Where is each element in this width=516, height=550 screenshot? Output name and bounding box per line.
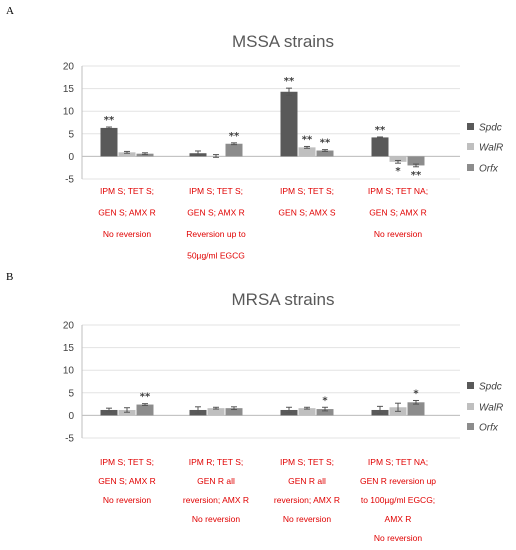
significance-marker: *	[413, 388, 419, 399]
legend-swatch	[467, 164, 474, 171]
bar-walr	[298, 408, 316, 416]
significance-marker: *	[395, 166, 401, 177]
y-tick-label: 10	[63, 366, 75, 377]
category-label: No reversion	[192, 514, 240, 524]
category-label: AMX R	[385, 514, 412, 524]
bar-spdc	[371, 137, 389, 157]
category-label: GEN S; AMX R	[98, 208, 156, 218]
y-tick-label: 5	[68, 388, 74, 399]
significance-marker: **	[302, 134, 313, 145]
category-label: GEN S; AMX R	[98, 476, 156, 486]
legend-label: Orfx	[479, 423, 499, 434]
legend-swatch	[467, 382, 474, 389]
y-tick-label: 0	[68, 411, 74, 422]
bar-orfx	[136, 404, 154, 416]
category-label: 50µg/ml EGCG	[187, 251, 245, 261]
category-label: GEN R all	[288, 476, 326, 486]
legend-swatch	[467, 423, 474, 430]
significance-marker: **	[411, 170, 422, 181]
bar-orfx	[407, 402, 425, 416]
chart-title: MRSA strains	[232, 290, 335, 309]
category-label: IPM S; TET NA;	[368, 457, 428, 467]
category-label: GEN S; AMX S	[278, 208, 335, 218]
significance-marker: **	[140, 392, 151, 403]
category-label: No reversion	[103, 229, 151, 239]
bar-orfx	[407, 156, 425, 166]
bar-walr	[389, 156, 407, 162]
category-label: No reversion	[374, 229, 422, 239]
category-label: Reversion up to	[186, 229, 246, 239]
y-tick-label: 0	[68, 152, 74, 163]
category-label: IPM R; TET S;	[189, 457, 243, 467]
category-label: IPM S; TET NA;	[368, 186, 428, 196]
legend-label: Spdc	[479, 123, 502, 134]
category-label: GEN S; AMX R	[369, 208, 427, 218]
category-label: IPM S; TET S;	[280, 457, 334, 467]
bar-walr	[118, 152, 136, 157]
y-tick-label: 5	[68, 129, 74, 140]
panel-a: A MSSA strains -5 0 5 10 15 20 ** IPM S; TET S; GE…	[6, 5, 503, 261]
legend-swatch	[467, 403, 474, 410]
significance-marker: **	[104, 115, 115, 126]
significance-marker: **	[320, 138, 331, 149]
bar-spdc	[100, 127, 118, 157]
category-label: GEN S; AMX R	[187, 208, 245, 218]
category-label: reversion; AMX R	[183, 495, 249, 505]
y-tick-label: 10	[63, 107, 75, 118]
category-label: to 100µg/ml EGCG;	[361, 495, 435, 505]
bar-orfx	[316, 150, 334, 157]
legend-label: WalR	[479, 403, 503, 414]
category-label: IPM S; TET S;	[280, 186, 334, 196]
legend-label: WalR	[479, 143, 503, 154]
bar-orfx	[225, 143, 243, 157]
significance-marker: **	[375, 125, 386, 136]
category-label: No reversion	[374, 533, 422, 543]
bar-orfx	[225, 408, 243, 416]
bar-walr	[298, 147, 316, 157]
y-tick-label: 15	[63, 343, 75, 354]
y-tick-label: -5	[65, 434, 74, 445]
category-label: IPM S; TET S;	[100, 457, 154, 467]
bar-spdc	[100, 409, 118, 416]
category-label: reversion; AMX R	[274, 495, 340, 505]
category-label: No reversion	[103, 495, 151, 505]
y-tick-label: 15	[63, 84, 75, 95]
category-label: IPM S; TET S;	[100, 186, 154, 196]
category-label: GEN R all	[197, 476, 235, 486]
significance-marker: *	[322, 395, 328, 406]
y-tick-label: 20	[63, 321, 75, 332]
panel-letter: A	[6, 5, 14, 17]
legend-swatch	[467, 143, 474, 150]
category-label: IPM S; TET S;	[189, 186, 243, 196]
legend-label: Orfx	[479, 164, 499, 175]
chart-title: MSSA strains	[232, 32, 334, 51]
bar-spdc	[280, 91, 298, 157]
y-tick-label: -5	[65, 175, 74, 186]
legend-label: Spdc	[479, 382, 502, 393]
significance-marker: **	[229, 131, 240, 142]
significance-marker: **	[284, 76, 295, 87]
y-tick-label: 20	[63, 62, 75, 73]
legend-swatch	[467, 123, 474, 130]
bar-walr	[207, 408, 225, 416]
panel-letter: B	[6, 271, 13, 283]
category-label: No reversion	[283, 514, 331, 524]
bar-orfx	[316, 409, 334, 416]
category-label: GEN R reversion up	[360, 476, 436, 486]
